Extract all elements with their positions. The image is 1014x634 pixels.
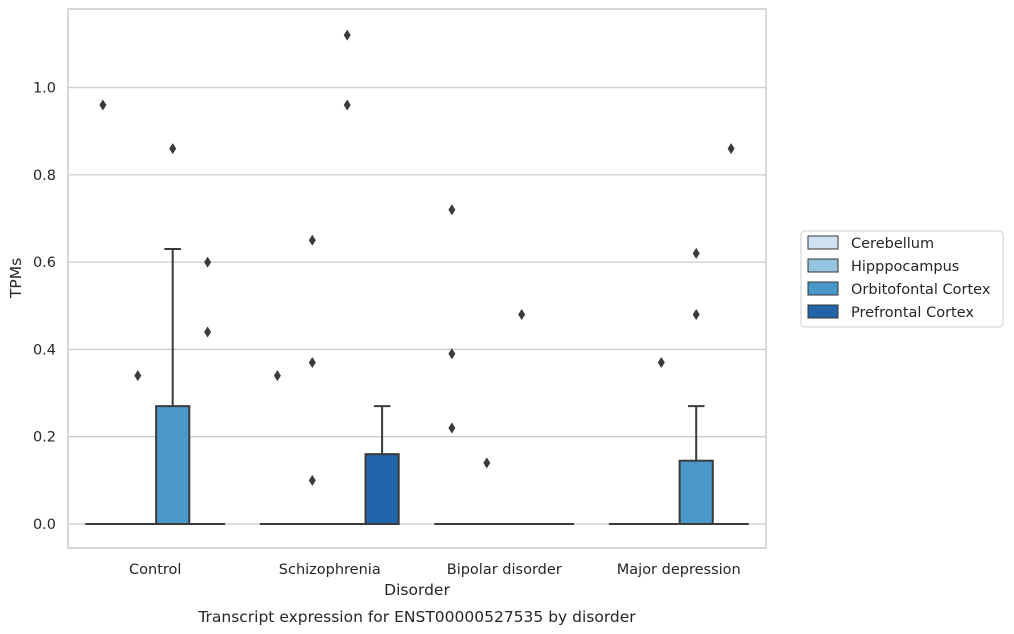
outlier-point: [308, 357, 316, 369]
legend-swatch: [807, 235, 839, 250]
chart-caption: Transcript expression for ENST0000052753…: [197, 608, 636, 626]
legend-label: Hipppocampus: [851, 259, 959, 275]
outlier-point: [99, 99, 107, 111]
legend-swatch: [807, 258, 839, 273]
y-axis-ticks: 0.0 0.2 0.4 0.6 0.8 1.0: [33, 81, 56, 533]
outlier-point: [308, 234, 316, 246]
boxes-layer: [85, 248, 749, 525]
x-tick-label: Bipolar disorder: [447, 562, 562, 578]
x-tick-label: Major depression: [617, 562, 741, 578]
legend-label: Prefrontal Cortex: [851, 305, 974, 321]
outlier-point: [343, 99, 351, 111]
y-tick-label: 0.4: [33, 342, 56, 358]
outlier-point: [343, 29, 351, 41]
outlier-point: [483, 457, 491, 469]
x-tick-label: Schizophrenia: [279, 562, 381, 578]
outliers-layer: [99, 29, 735, 486]
outlier-point: [727, 143, 735, 155]
outlier-point: [308, 474, 316, 486]
outlier-point: [518, 309, 526, 321]
outlier-point: [448, 422, 456, 434]
legend-label: Cerebellum: [851, 236, 934, 252]
outlier-point: [169, 143, 177, 155]
x-tick-label: Control: [129, 562, 181, 578]
legend-frame: [800, 230, 1004, 328]
outlier-point: [134, 370, 142, 382]
legend-swatch: [807, 281, 839, 296]
y-tick-label: 0.8: [33, 168, 56, 184]
outlier-point: [657, 357, 665, 369]
outlier-point: [692, 309, 700, 321]
box-body: [155, 405, 191, 525]
y-tick-label: 0.2: [33, 430, 56, 446]
legend-swatch: [807, 304, 839, 319]
outlier-point: [204, 326, 212, 338]
box-body: [678, 459, 714, 525]
y-tick-label: 1.0: [33, 81, 56, 97]
legend-label: Orbitofontal Cortex: [851, 282, 991, 298]
box-body: [364, 453, 400, 525]
outlier-point: [273, 370, 281, 382]
outlier-point: [692, 247, 700, 259]
legend: Cerebellum Hipppocampus Orbitofontal Corte…: [800, 230, 1004, 328]
box-2-0: [155, 248, 191, 525]
outlier-point: [204, 256, 212, 268]
box-3-1: [364, 405, 400, 525]
x-axis-label: Disorder: [384, 581, 450, 599]
outlier-point: [448, 204, 456, 216]
y-tick-label: 0.0: [33, 517, 56, 533]
box-2-3: [678, 405, 714, 525]
y-tick-label: 0.6: [33, 255, 56, 271]
plot-frame: [67, 8, 767, 549]
y-axis-label: TPMs: [7, 258, 25, 299]
x-axis-ticks: Control Schizophrenia Bipolar disorder Majo…: [129, 562, 741, 578]
outlier-point: [448, 348, 456, 360]
